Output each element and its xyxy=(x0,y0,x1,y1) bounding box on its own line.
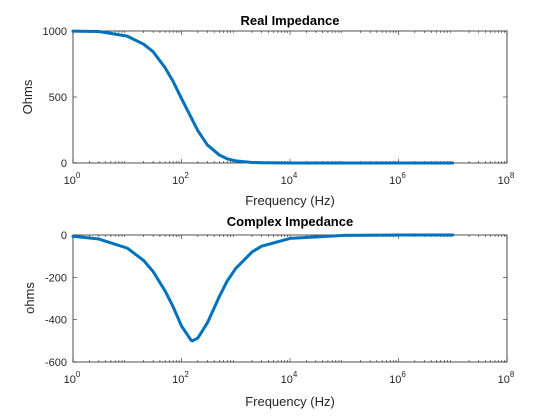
y-tick-label: -400 xyxy=(45,315,67,327)
y-tick-labels: 0 -200 -400 -600 xyxy=(45,230,67,369)
x-tick-label: 104 xyxy=(281,171,298,187)
y-axis-label: ohms xyxy=(22,282,37,314)
x-tick-label: 102 xyxy=(172,171,189,187)
y-tick-label: 500 xyxy=(49,92,67,104)
plot-frame xyxy=(72,234,508,363)
x-tick-label: 104 xyxy=(281,370,298,386)
y-tick-label: -200 xyxy=(45,272,67,284)
plot-frame xyxy=(72,30,508,164)
y-tick-label: 1000 xyxy=(43,26,67,38)
y-tick-labels: 0 500 1000 xyxy=(43,26,67,170)
complex-impedance-series-line xyxy=(71,233,455,343)
y-tick-label: 0 xyxy=(61,158,67,170)
x-axis-label: Frequency (Hz) xyxy=(245,193,335,208)
y-tick-label: -600 xyxy=(45,357,67,369)
complex-impedance-plot: 100 102 104 106 108 0 -200 -400 -600 Complex Im… xyxy=(22,214,515,409)
x-axis-label: Frequency (Hz) xyxy=(245,394,335,409)
chart-title: Real Impedance xyxy=(241,13,340,28)
real-impedance-series-line xyxy=(71,29,455,165)
x-tick-label: 108 xyxy=(498,370,515,386)
x-tick-labels: 100 102 104 106 108 xyxy=(64,171,515,187)
x-tick-label: 106 xyxy=(389,370,406,386)
x-tick-label: 100 xyxy=(64,370,81,386)
x-tick-labels: 100 102 104 106 108 xyxy=(64,370,515,386)
x-tick-label: 106 xyxy=(389,171,406,187)
x-tick-label: 102 xyxy=(172,370,189,386)
chart-title: Complex Impedance xyxy=(227,214,353,229)
y-tick-label: 0 xyxy=(61,230,67,242)
x-tick-label: 100 xyxy=(64,171,81,187)
y-axis-label: Ohms xyxy=(20,79,35,114)
x-tick-label: 108 xyxy=(498,171,515,187)
